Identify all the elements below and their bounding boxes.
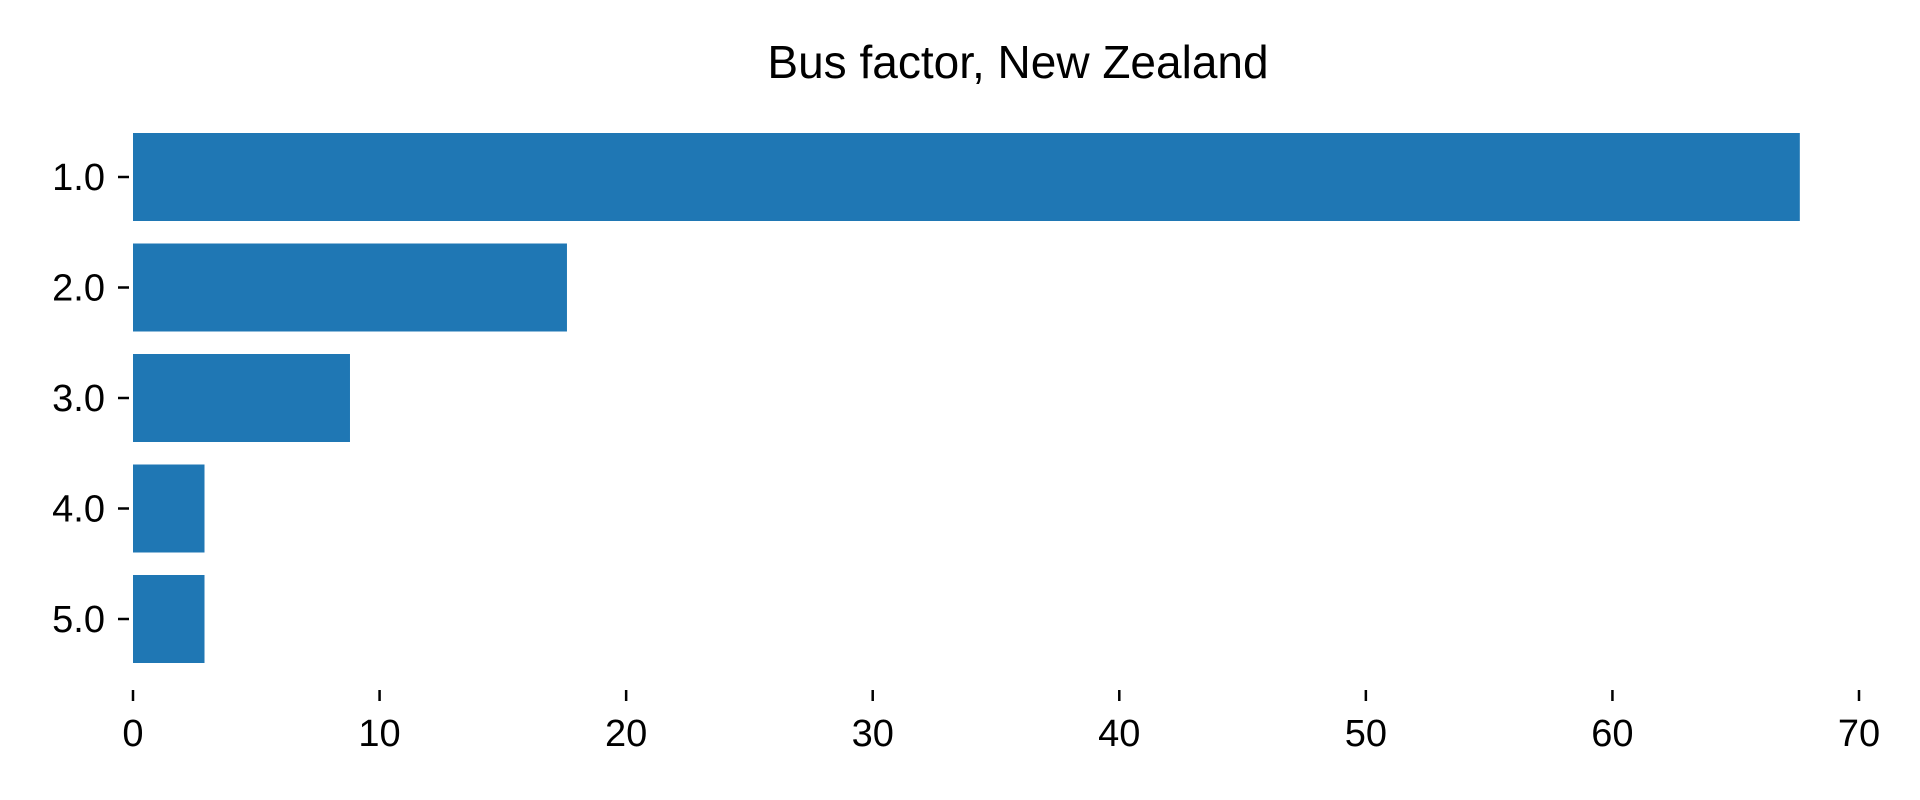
bars-group — [133, 133, 1800, 663]
x-tick-label-40: 40 — [1098, 713, 1140, 755]
x-tick-label-70: 70 — [1838, 713, 1880, 755]
x-tick-label-0: 0 — [122, 713, 143, 755]
chart-title: Bus factor, New Zealand — [767, 36, 1268, 88]
x-tick-label-20: 20 — [605, 713, 647, 755]
y-axis: 1.0 2.0 3.0 4.0 5.0 — [52, 157, 129, 641]
y-tick-label-5: 5.0 — [52, 599, 105, 641]
x-tick-label-30: 30 — [852, 713, 894, 755]
x-tick-label-60: 60 — [1591, 713, 1633, 755]
x-tick-label-50: 50 — [1345, 713, 1387, 755]
bar-2 — [133, 243, 567, 332]
x-axis: 0 10 20 30 40 50 60 70 — [122, 690, 1880, 755]
y-tick-label-4: 4.0 — [52, 489, 105, 531]
y-tick-label-1: 1.0 — [52, 157, 105, 199]
bar-5 — [133, 575, 205, 663]
bar-1 — [133, 133, 1800, 221]
y-tick-label-3: 3.0 — [52, 378, 105, 420]
x-tick-label-10: 10 — [358, 713, 400, 755]
bar-3 — [133, 354, 350, 442]
y-tick-label-2: 2.0 — [52, 268, 105, 310]
bar-4 — [133, 464, 205, 553]
